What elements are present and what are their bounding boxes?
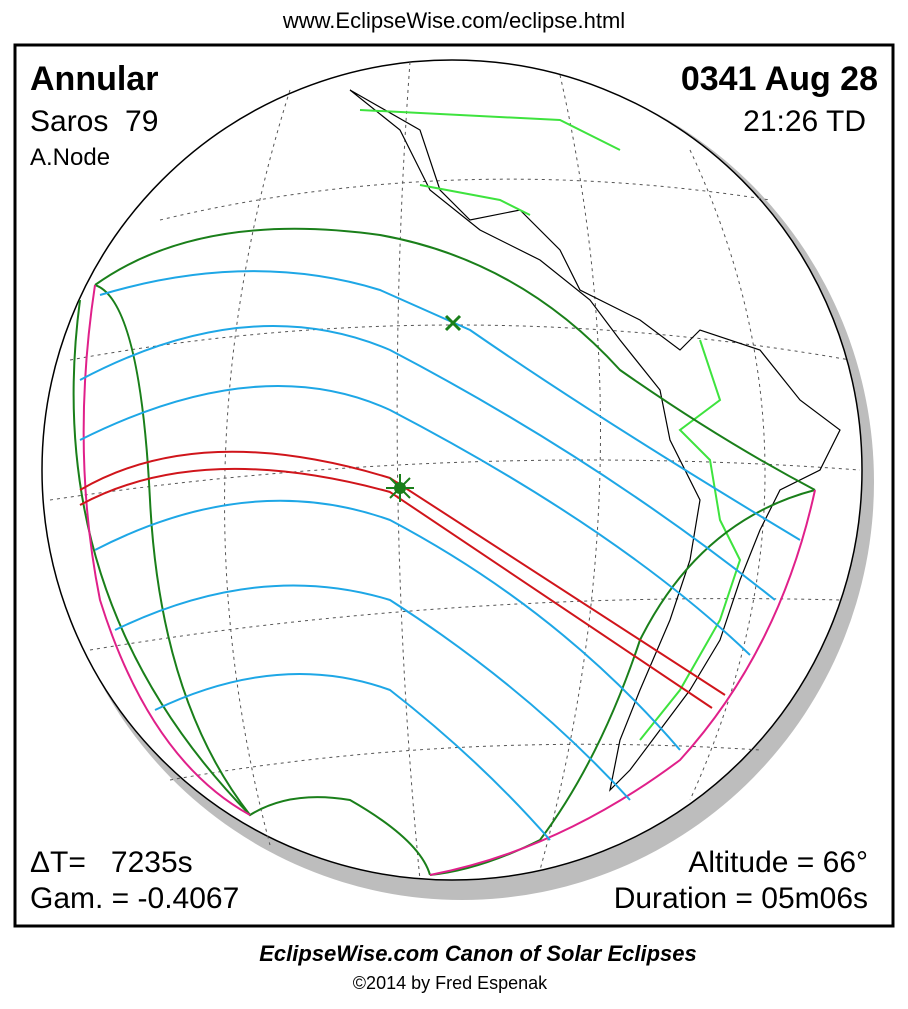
footer-title: EclipseWise.com Canon of Solar Eclipses: [259, 941, 697, 966]
coastlines: [349, 89, 841, 792]
delta-t: ΔT= 7235s: [30, 846, 193, 879]
penumbra-north-limit: [94, 227, 816, 491]
gamma: Gam. = -0.4067: [30, 882, 239, 915]
saros: Saros 79: [30, 105, 158, 138]
central-path-north: [79, 450, 726, 696]
penumbra-east-limit: [72, 299, 816, 876]
penumbra-west-limit: [94, 284, 431, 876]
set-limit: [429, 489, 816, 876]
time: 21:26 TD: [743, 105, 866, 138]
url: www.EclipseWise.com/eclipse.html: [282, 8, 625, 33]
rise-limit: [82, 284, 251, 816]
globe-disk: [41, 59, 863, 881]
date: 0341 Aug 28: [681, 60, 878, 98]
duration: Duration = 05m06s: [614, 882, 868, 915]
altitude: Altitude = 66°: [688, 846, 868, 879]
node: A.Node: [30, 144, 110, 171]
eclipse-type: Annular: [30, 60, 158, 98]
globe: [41, 59, 874, 900]
penumbra-lines: [79, 270, 801, 841]
greatest-eclipse: [386, 474, 414, 502]
central-path-south: [79, 467, 713, 709]
subsolar-point: [444, 314, 462, 332]
footer-credit: ©2014 by Fred Espenak: [353, 973, 548, 993]
